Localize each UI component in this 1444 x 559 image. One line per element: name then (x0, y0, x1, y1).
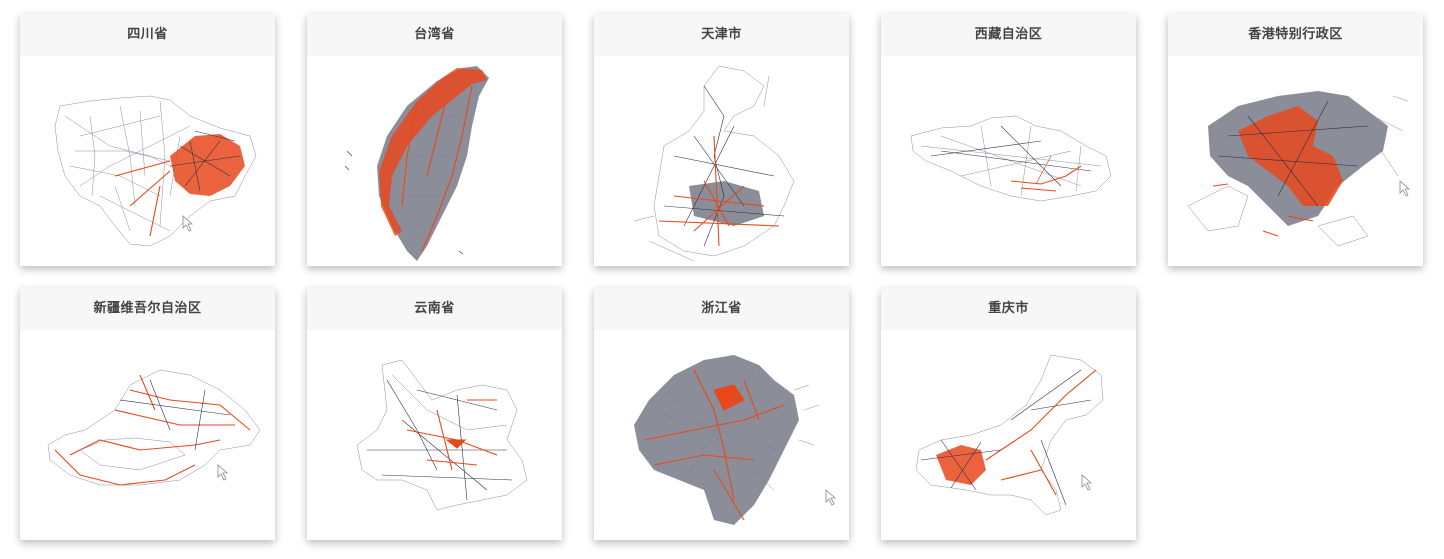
card-taiwan[interactable]: 台湾省 (307, 14, 562, 266)
card-title: 浙江省 (594, 288, 849, 330)
card-title: 新疆维吾尔自治区 (20, 288, 275, 330)
card-tianjin[interactable]: 天津市 (594, 14, 849, 266)
card-title: 香港特别行政区 (1168, 14, 1423, 56)
chongqing-road-map-thumbnail (915, 354, 1104, 516)
sichuan-road-map-thumbnail (54, 95, 257, 247)
card-title: 台湾省 (307, 14, 562, 56)
tianjin-road-map-thumbnail (633, 65, 795, 262)
yunnan-road-map-thumbnail (356, 359, 528, 511)
card-title: 云南省 (307, 288, 562, 330)
card-title: 重庆市 (881, 288, 1136, 330)
card-title: 天津市 (594, 14, 849, 56)
xizang-road-map-thumbnail (910, 115, 1112, 202)
xinjiang-road-map-thumbnail (47, 369, 261, 486)
card-yunnan[interactable]: 云南省 (307, 288, 562, 540)
card-title: 四川省 (20, 14, 275, 56)
card-xinjiang[interactable]: 新疆维吾尔自治区 (20, 288, 275, 540)
card-xizang[interactable]: 西藏自治区 (881, 14, 1136, 266)
card-chongqing[interactable]: 重庆市 (881, 288, 1136, 540)
card-hongkong[interactable]: 香港特别行政区 (1168, 14, 1423, 266)
card-zhejiang[interactable]: 浙江省 (594, 288, 849, 540)
hongkong-road-map-thumbnail (1187, 91, 1411, 247)
taiwan-road-map-thumbnail (344, 66, 489, 261)
card-sichuan[interactable]: 四川省 (20, 14, 275, 266)
zhejiang-road-map-thumbnail (634, 355, 837, 525)
card-title: 西藏自治区 (881, 14, 1136, 56)
